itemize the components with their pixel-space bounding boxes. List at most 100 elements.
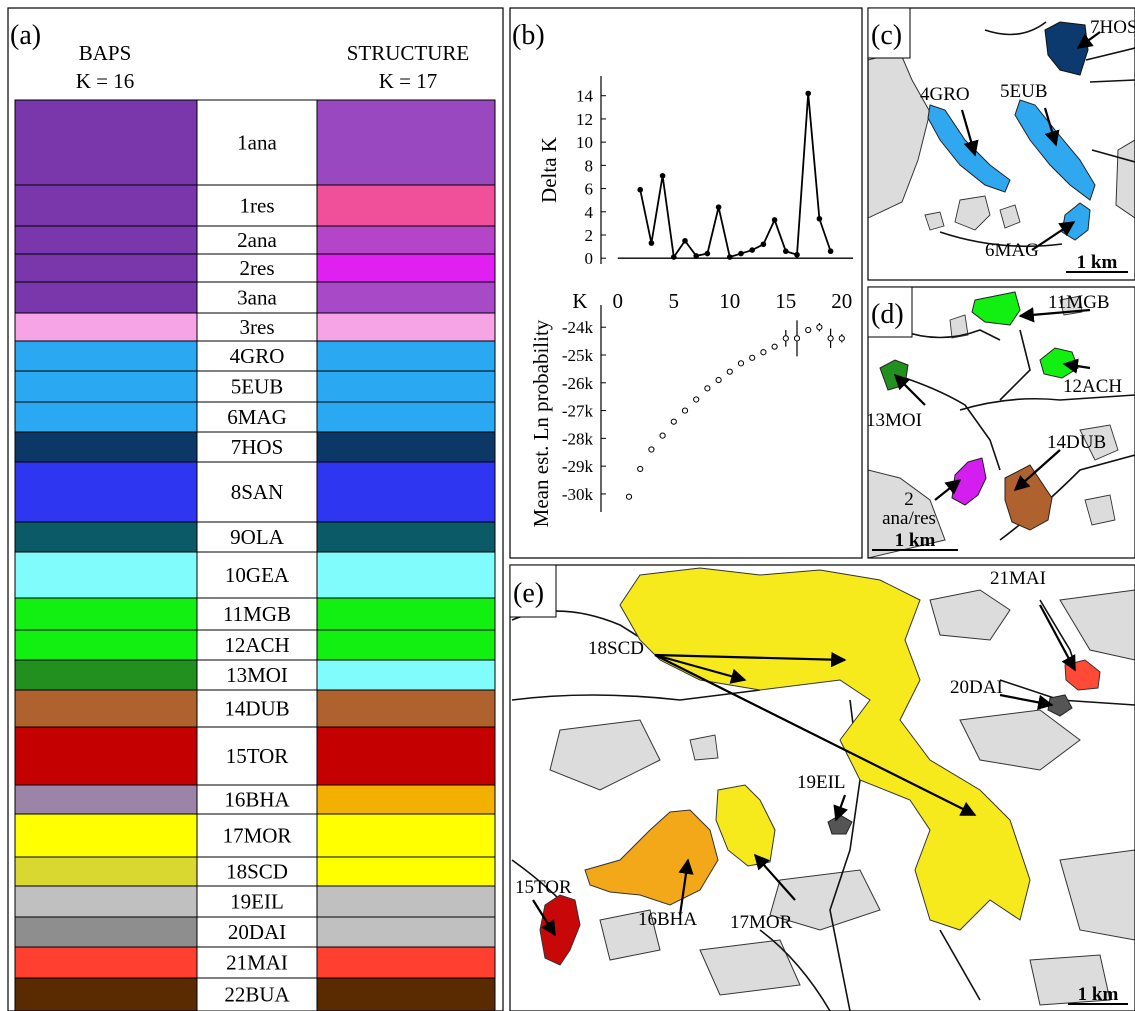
baps-block	[15, 226, 197, 254]
map	[868, 21, 1135, 273]
data-point	[715, 204, 722, 210]
y-tick-label: -27k	[562, 402, 594, 421]
structure-block	[317, 886, 495, 917]
site-label: 7HOS	[1090, 17, 1135, 38]
baps-block	[15, 313, 197, 341]
population-label: 7HOS	[231, 435, 284, 459]
site-label: 21MAI	[990, 568, 1046, 589]
population-label: 16BHA	[224, 788, 290, 812]
structure-block	[317, 282, 495, 313]
panel-e: (e) 21MAI 18SCD 20DAI 19EIL 15TOR 16BHA …	[509, 564, 1135, 1011]
panel-label: (a)	[10, 20, 41, 51]
bar-frame	[14, 99, 496, 1011]
baps-block	[15, 371, 197, 402]
baps-block	[15, 552, 197, 598]
population-label: 4GRO	[230, 344, 285, 368]
scale-label: 1 km	[895, 530, 936, 551]
data-point	[816, 324, 823, 331]
population-label: 10GEA	[225, 563, 290, 587]
population-cell	[196, 689, 318, 728]
baps-block	[15, 282, 197, 313]
baps-block	[15, 886, 197, 917]
panel-frame	[7, 7, 504, 1011]
site-label: 16BHA	[638, 909, 697, 930]
population-cell	[196, 461, 318, 523]
data-point	[727, 254, 733, 260]
panel-d: (d) 11MGB 12ACH 13MOI 14DUB 2 ana/res 1 …	[866, 286, 1135, 559]
baps-block	[15, 947, 197, 978]
data-point	[704, 385, 711, 392]
site-label: 12ACH	[1063, 376, 1122, 397]
population-cell	[196, 312, 318, 342]
baps-block	[15, 432, 197, 462]
site-label: 17MOR	[730, 912, 793, 933]
structure-block	[317, 313, 495, 341]
data-point	[793, 335, 801, 342]
population-label: 3ana	[237, 286, 277, 310]
panel-label: (b)	[512, 20, 545, 51]
data-point	[749, 247, 755, 253]
data-point	[682, 237, 688, 244]
site-label: 4GRO	[920, 84, 970, 105]
baps-block	[15, 660, 197, 690]
site-label: ana/res	[882, 508, 936, 529]
data-line	[639, 93, 832, 260]
data-point	[760, 241, 767, 248]
map	[868, 291, 1135, 558]
x-tick-label: 10	[719, 289, 740, 313]
data-point	[771, 343, 778, 350]
data-point	[670, 418, 677, 425]
site-label: 18SCD	[588, 638, 644, 659]
y-tick-label: -28k	[562, 429, 594, 448]
population-cell	[196, 253, 318, 283]
y-tick-label: 2	[585, 226, 594, 245]
population-label: 22BUA	[224, 983, 290, 1007]
structure-block	[317, 785, 495, 814]
population-label: 5EUB	[231, 375, 284, 399]
population-label: 2ana	[237, 228, 277, 252]
population-cell	[196, 885, 318, 918]
x-tick-label: 5	[669, 289, 680, 313]
x-tick-label: 20	[831, 289, 852, 313]
data-point	[648, 446, 655, 453]
data-point	[749, 354, 756, 361]
population-label: 19EIL	[230, 890, 284, 914]
structure-block	[317, 100, 495, 185]
structure-block	[317, 630, 495, 660]
data-point	[715, 376, 722, 384]
site-label: 15TOR	[515, 877, 572, 898]
method-k: K = 17	[379, 69, 438, 93]
map	[511, 567, 1135, 1011]
data-point	[693, 253, 699, 259]
data-point	[637, 465, 644, 473]
baps-block	[15, 814, 197, 857]
y-tick-label: -30k	[562, 485, 594, 504]
population-cell	[196, 431, 318, 463]
y-tick-label: -25k	[562, 346, 594, 365]
population-label: 20DAI	[228, 920, 286, 944]
structure-block	[317, 690, 495, 727]
data-point	[659, 173, 666, 179]
site-label: 13MOI	[866, 410, 922, 431]
data-point	[760, 349, 767, 356]
data-point	[827, 248, 834, 255]
structure-block	[317, 462, 495, 522]
data-point	[681, 407, 689, 414]
data-point	[816, 215, 823, 222]
population-cell	[196, 726, 318, 786]
population-label: 14DUB	[224, 697, 289, 721]
y-tick-label: 0	[585, 249, 594, 268]
population-cell	[196, 946, 318, 979]
panel-a: (a) BAPS K = 16 STRUCTURE K = 17 1ana 1re…	[7, 7, 504, 1011]
site-label: 19EIL	[797, 772, 846, 793]
data-point	[794, 251, 800, 258]
data-point	[827, 335, 834, 342]
data-point	[648, 240, 655, 246]
structure-block	[317, 727, 495, 785]
y-tick-label: 14	[576, 87, 594, 106]
site-label: 2	[904, 489, 914, 510]
baps-block	[15, 462, 197, 522]
x-tick-label: 15	[775, 289, 796, 313]
structure-block	[317, 947, 495, 978]
baps-block	[15, 690, 197, 727]
